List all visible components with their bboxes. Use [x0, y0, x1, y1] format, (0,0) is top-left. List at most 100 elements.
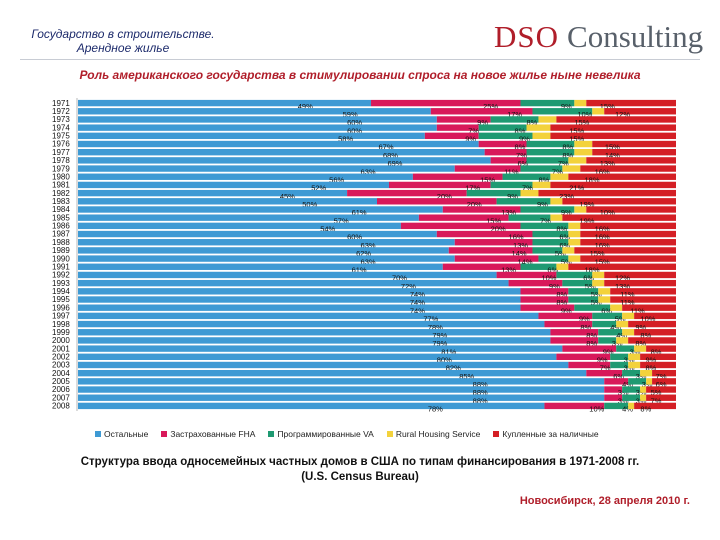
bar-segment — [78, 279, 509, 287]
bar-segment — [532, 230, 569, 238]
y-tick-label: 1992 — [52, 271, 70, 280]
bar-segment — [532, 181, 551, 189]
legend-item: Застрахованные FHA — [161, 429, 255, 439]
data-label: 8% — [515, 126, 526, 135]
y-tick-label: 1972 — [52, 107, 70, 116]
caption-line1: Структура ввода односемейных частных дом… — [80, 456, 640, 468]
bar-segment — [430, 108, 533, 115]
bar-segment — [646, 394, 676, 401]
data-label: 15% — [600, 102, 615, 111]
y-tick-label: 2007 — [52, 393, 70, 402]
header-title: Государство в строительстве. Арендное жи… — [18, 27, 228, 55]
logo-secondary: Consulting — [567, 19, 704, 54]
bar-segment — [538, 189, 676, 197]
data-label: 61% — [352, 208, 367, 217]
data-label: 15% — [569, 135, 584, 144]
bar-segment — [526, 157, 569, 164]
bar-segment — [78, 157, 491, 164]
data-label: 20% — [437, 192, 452, 201]
bar-segment — [78, 296, 521, 303]
data-label: 23% — [559, 192, 574, 201]
bar-segment — [78, 263, 443, 270]
bar-segment — [640, 394, 647, 401]
data-label: 5% — [555, 249, 566, 258]
data-label: 10% — [577, 110, 592, 119]
data-label: 9% — [646, 355, 657, 364]
data-label: 20% — [467, 200, 482, 209]
bar-segment — [78, 304, 521, 311]
y-tick-label: 1991 — [52, 262, 70, 271]
data-label: 7% — [468, 126, 479, 135]
bar-segment — [550, 181, 676, 189]
y-tick-label: 1979 — [52, 164, 70, 173]
data-label: 16% — [595, 233, 610, 242]
bar-segment — [592, 271, 605, 279]
bar-segment — [604, 378, 629, 385]
data-label: 8% — [640, 405, 651, 414]
bar-segment — [478, 124, 527, 131]
bar-segment — [371, 99, 521, 107]
bar-segment — [78, 99, 372, 107]
bar-segment — [568, 296, 599, 303]
legend-swatch — [161, 431, 168, 437]
bar-segment — [490, 116, 539, 123]
data-label: 45% — [280, 192, 295, 201]
bar-segment — [622, 386, 641, 393]
data-label: 8% — [556, 298, 567, 307]
data-label: 11% — [630, 306, 645, 315]
bar-segment — [78, 394, 605, 401]
bar-segment — [526, 140, 575, 148]
data-label: 82% — [446, 364, 461, 373]
bar-segment — [574, 247, 676, 254]
data-label: 69% — [387, 159, 402, 168]
data-label: 5% — [651, 388, 662, 397]
bar-segment — [550, 337, 599, 344]
bar-segment — [562, 214, 676, 221]
bar-segment — [622, 329, 635, 336]
data-label: 19% — [579, 216, 594, 225]
y-tick-label: 2005 — [52, 377, 70, 386]
y-tick-label: 1975 — [52, 132, 70, 141]
bar-segment — [592, 149, 676, 156]
data-label: 8% — [640, 331, 651, 340]
data-label: 15% — [595, 257, 610, 266]
bar-segment — [466, 189, 521, 197]
bar-segment — [78, 181, 389, 189]
bar-segment — [484, 149, 527, 156]
bar-segment — [568, 255, 581, 262]
bar-segment — [490, 157, 527, 164]
y-tick-label: 1987 — [52, 230, 70, 239]
data-label: 5% — [561, 257, 572, 266]
data-label: 12% — [615, 110, 630, 119]
bar-segment — [78, 108, 431, 115]
data-label: 8% — [556, 225, 567, 234]
data-label: 7% — [516, 151, 527, 160]
data-label: 11% — [620, 298, 635, 307]
data-label: 7% — [656, 372, 667, 381]
y-tick-label: 1997 — [52, 312, 70, 321]
bar-segment — [604, 394, 623, 401]
footer-date: Новосибирск, 28 апреля 2010 г. — [519, 495, 690, 507]
data-label: 81% — [441, 347, 456, 356]
data-label: 8% — [646, 364, 657, 373]
bar-segment — [562, 198, 676, 205]
data-label: 8% — [562, 151, 573, 160]
y-tick-label: 1985 — [52, 213, 70, 222]
bar-segment — [652, 378, 676, 385]
header-title-line1: Государство в строительстве. — [31, 27, 215, 41]
y-tick-label: 1989 — [52, 246, 70, 255]
data-label: 20% — [491, 225, 506, 234]
data-label: 74% — [410, 298, 425, 307]
data-label: 88% — [473, 388, 488, 397]
bar-segment — [592, 108, 605, 115]
y-tick-label: 1981 — [52, 181, 70, 190]
y-tick-label: 2000 — [52, 336, 70, 345]
bar-segment — [520, 304, 575, 311]
data-label: 7% — [540, 216, 551, 225]
bar-segment — [610, 304, 623, 311]
bar-segment — [544, 402, 605, 410]
legend-label: Остальные — [104, 429, 149, 439]
data-label: 88% — [473, 380, 488, 389]
bar-segment — [574, 99, 587, 107]
data-label: 17% — [507, 110, 522, 119]
